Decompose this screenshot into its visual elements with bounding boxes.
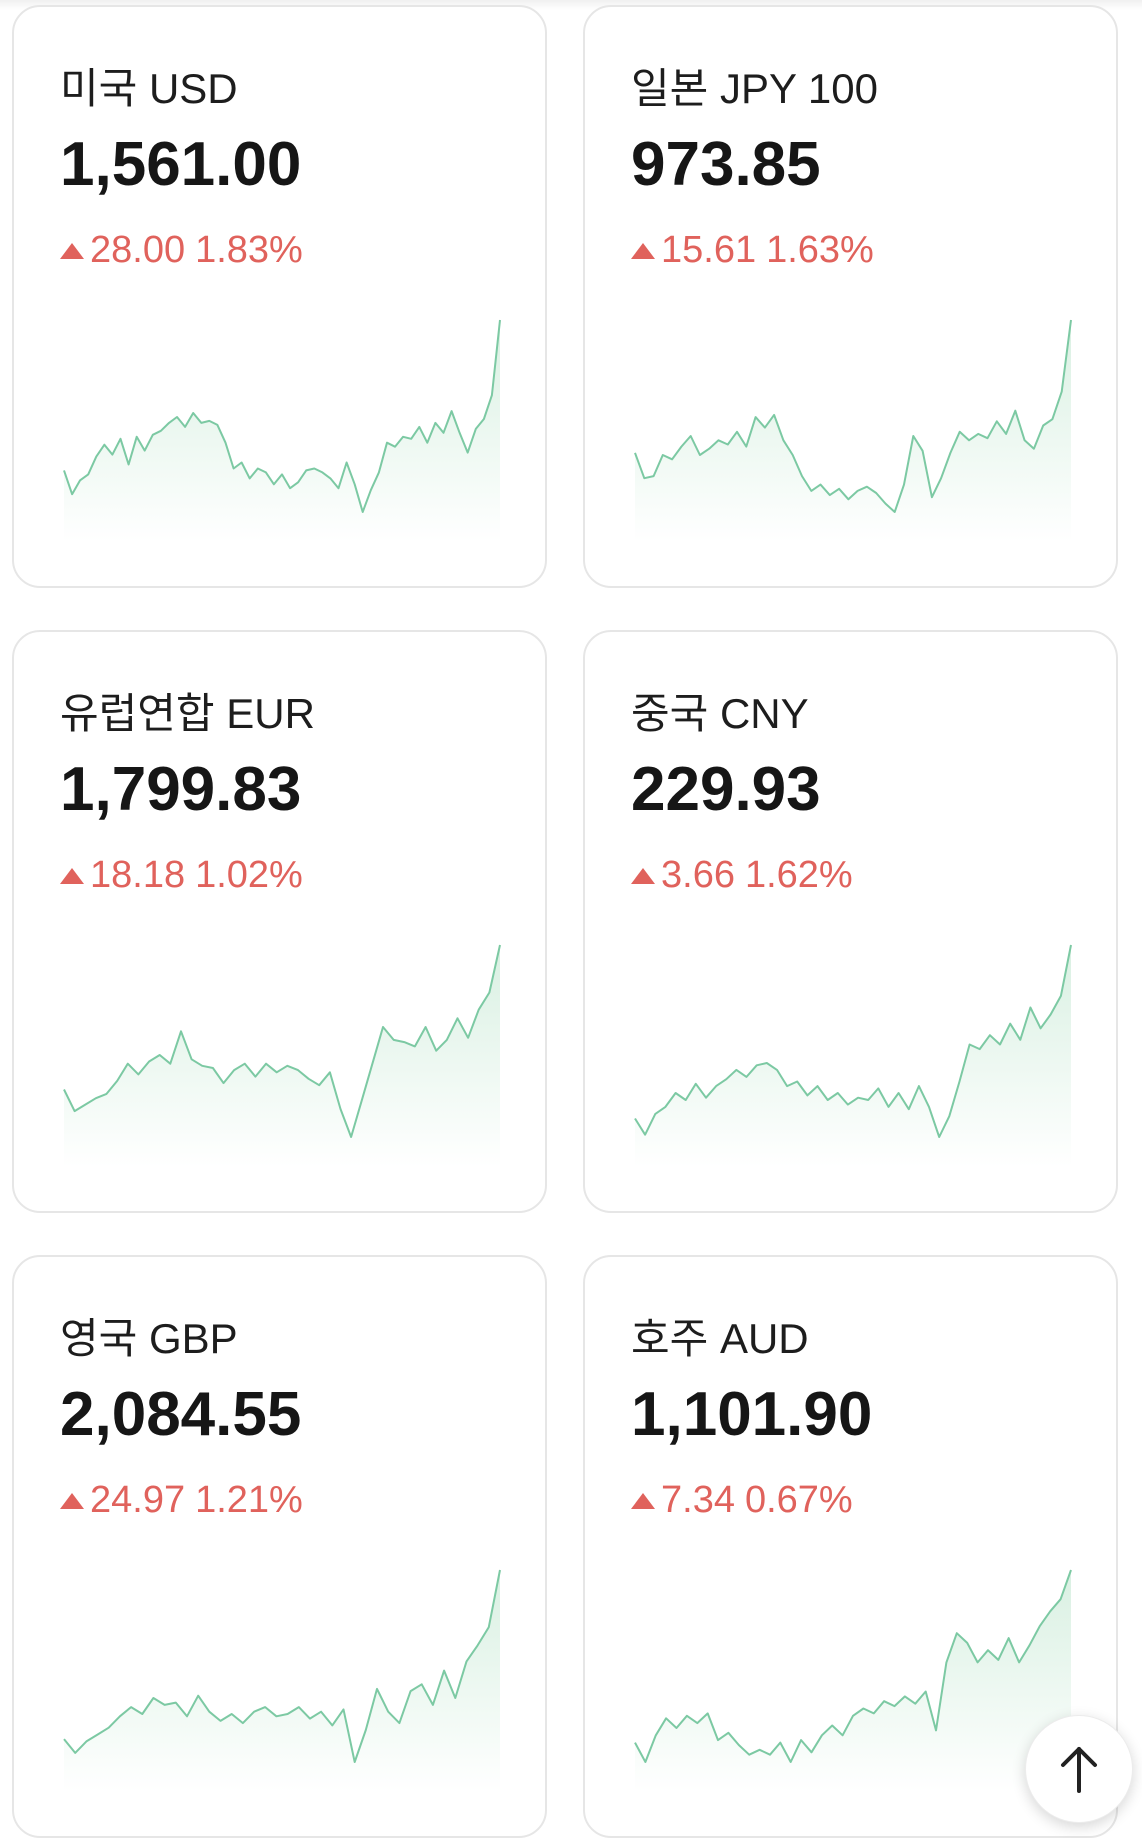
change-amount: 28.00 [90, 229, 186, 271]
sparkline-line [63, 944, 501, 1138]
currency-price: 1,101.90 [631, 1380, 873, 1449]
sparkline-area [64, 320, 500, 542]
sparkline-chart [634, 319, 1072, 542]
sparkline-line [63, 319, 501, 513]
up-triangle-icon [60, 1492, 84, 1509]
sparkline-chart [634, 1569, 1072, 1792]
up-triangle-icon [631, 867, 655, 884]
currency-card-eur[interactable]: 유럽연합 EUR 1,799.83 18.18 1.02% [12, 630, 547, 1213]
currency-name: 영국 GBP [60, 1315, 238, 1362]
top-shadow [0, 0, 1142, 10]
currency-name: 유럽연합 EUR [60, 690, 315, 737]
change-amount: 3.66 [661, 854, 735, 896]
sparkline-chart [634, 944, 1072, 1167]
up-triangle-icon [631, 1492, 655, 1509]
sparkline-line [634, 944, 1072, 1138]
currency-price: 1,561.00 [60, 130, 302, 199]
currency-card-aud[interactable]: 호주 AUD 1,101.90 7.34 0.67% [583, 1255, 1118, 1838]
change-amount: 15.61 [661, 229, 757, 271]
currency-price: 1,799.83 [60, 755, 302, 824]
currency-price: 2,084.55 [60, 1380, 302, 1449]
currency-change: 7.34 0.67% [631, 1479, 853, 1522]
change-percent: 1.62% [744, 854, 853, 896]
sparkline-area [635, 945, 1071, 1167]
change-percent: 1.21% [195, 1479, 303, 1521]
change-amount: 24.97 [90, 1479, 186, 1521]
currency-card-gbp[interactable]: 영국 GBP 2,084.55 24.97 1.21% [12, 1255, 547, 1838]
scroll-to-top-button[interactable] [1025, 1715, 1133, 1823]
sparkline-area [635, 1570, 1071, 1792]
change-percent: 0.67% [744, 1479, 853, 1521]
currency-price: 229.93 [631, 755, 821, 824]
currency-card-jpy[interactable]: 일본 JPY 100 973.85 15.61 1.63% [583, 5, 1118, 588]
change-amount: 7.34 [661, 1479, 735, 1521]
currency-name: 미국 USD [60, 65, 238, 112]
sparkline-area [64, 1570, 500, 1792]
currency-name: 일본 JPY 100 [631, 65, 878, 112]
sparkline-chart [63, 944, 501, 1167]
up-triangle-icon [60, 242, 84, 259]
currency-change: 18.18 1.02% [60, 854, 303, 897]
arrow-up-icon [1061, 1747, 1097, 1793]
change-amount: 18.18 [90, 854, 186, 896]
sparkline-line [634, 319, 1072, 513]
sparkline-area [64, 945, 500, 1167]
sparkline-line [634, 1569, 1072, 1763]
currency-name: 중국 CNY [631, 690, 809, 737]
sparkline-line [63, 1569, 501, 1763]
change-percent: 1.63% [766, 229, 874, 271]
change-percent: 1.02% [195, 854, 303, 896]
up-triangle-icon [631, 242, 655, 259]
currency-card-usd[interactable]: 미국 USD 1,561.00 28.00 1.83% [12, 5, 547, 588]
currency-change: 24.97 1.21% [60, 1479, 303, 1522]
currency-card-cny[interactable]: 중국 CNY 229.93 3.66 1.62% [583, 630, 1118, 1213]
currency-change: 3.66 1.62% [631, 854, 853, 897]
currency-name: 호주 AUD [631, 1315, 809, 1362]
sparkline-area [635, 320, 1071, 542]
up-triangle-icon [60, 867, 84, 884]
sparkline-chart [63, 319, 501, 542]
change-percent: 1.83% [195, 229, 303, 271]
currency-change: 28.00 1.83% [60, 229, 303, 272]
sparkline-chart [63, 1569, 501, 1792]
currency-change: 15.61 1.63% [631, 229, 874, 272]
currency-price: 973.85 [631, 130, 821, 199]
